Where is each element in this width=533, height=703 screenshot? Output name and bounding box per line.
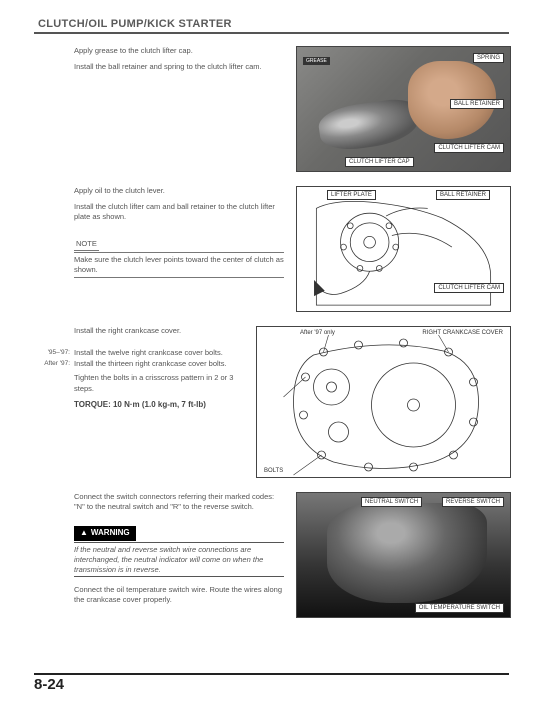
instruction-text: Install the thirteen right crankcase cov… (74, 359, 227, 369)
instruction-text: Apply oil to the clutch lever. (74, 186, 284, 196)
instruction-text: Install the clutch lifter cam and ball r… (74, 202, 284, 222)
torque-spec: TORQUE: 10 N·m (1.0 kg-m, 7 ft-lb) (74, 400, 244, 411)
figure-1: GREASE SPRING BALL RETAINER CLUTCH LIFTE… (296, 46, 509, 172)
bolts-label: BOLTS (261, 467, 286, 475)
year-label: '95–'97: (34, 348, 74, 358)
section-header: CLUTCH/OIL PUMP/KICK STARTER (34, 18, 509, 30)
figure-3-image: After '97 only RIGHT CRANKCASE COVER BOL… (256, 326, 511, 478)
engine-shape (327, 503, 487, 603)
neutral-switch-label: NEUTRAL SWITCH (361, 497, 422, 507)
instruction-text: Install the right crankcase cover. (74, 326, 244, 336)
instruction-text: Install the twelve right crankcase cover… (74, 348, 223, 358)
warning-label-text: WARNING (91, 528, 130, 537)
section-2-text: Apply oil to the clutch lever. Install t… (34, 186, 296, 312)
ball-retainer-label: BALL RETAINER (450, 99, 504, 109)
page-number: 8-24 (34, 676, 64, 693)
figure-2-image: LIFTER PLATE BALL RETAINER CLUTCH LIFTER… (296, 186, 511, 312)
section-1-text: Apply grease to the clutch lifter cap. I… (34, 46, 296, 172)
reverse-switch-label: REVERSE SWITCH (442, 497, 504, 507)
figure-2: LIFTER PLATE BALL RETAINER CLUTCH LIFTER… (296, 186, 509, 312)
figure-4: NEUTRAL SWITCH REVERSE SWITCH OIL TEMPER… (296, 492, 509, 618)
footer-rule (34, 673, 509, 675)
crankcase-diagram-svg (257, 327, 510, 477)
section-2: Apply oil to the clutch lever. Install t… (34, 186, 509, 312)
after-97-label: After '97 only (297, 329, 338, 337)
instruction-text: Connect the switch connectors referring … (74, 492, 284, 512)
year-label: After '97: (34, 359, 74, 369)
clutch-lifter-cam-label: CLUTCH LIFTER CAM (434, 283, 504, 293)
figure-3: After '97 only RIGHT CRANKCASE COVER BOL… (256, 326, 509, 478)
clutch-lifter-part-shape (316, 96, 421, 153)
warning-text: If the neutral and reverse switch wire c… (74, 542, 284, 577)
section-3: Install the right crankcase cover. '95–'… (34, 326, 509, 478)
clutch-lifter-cap-label: CLUTCH LIFTER CAP (345, 157, 414, 167)
section-1: Apply grease to the clutch lifter cap. I… (34, 46, 509, 172)
instruction-text: Apply grease to the clutch lifter cap. (74, 46, 284, 56)
note-heading: NOTE (74, 238, 99, 250)
variant-row: After '97: Install the thirteen right cr… (34, 359, 244, 369)
instruction-text: Install the ball retainer and spring to … (74, 62, 284, 72)
note-text: Make sure the clutch lever points toward… (74, 252, 284, 278)
variant-row: '95–'97: Install the twelve right crankc… (34, 348, 244, 358)
header-rule (34, 32, 509, 34)
instruction-text: Tighten the bolts in a crisscross patter… (74, 373, 244, 393)
section-3-text: Install the right crankcase cover. '95–'… (34, 326, 256, 478)
page: CLUTCH/OIL PUMP/KICK STARTER Apply greas… (0, 0, 533, 703)
right-crankcase-cover-label: RIGHT CRANKCASE COVER (419, 329, 506, 337)
page-footer: 8-24 (0, 673, 533, 693)
warning-heading: ▲WARNING (74, 526, 136, 541)
ball-retainer-label: BALL RETAINER (436, 190, 490, 200)
warning-icon: ▲ (80, 528, 88, 539)
figure-1-image: GREASE SPRING BALL RETAINER CLUTCH LIFTE… (296, 46, 511, 172)
instruction-text: Connect the oil temperature switch wire.… (74, 585, 284, 605)
figure-4-image: NEUTRAL SWITCH REVERSE SWITCH OIL TEMPER… (296, 492, 511, 618)
oil-temp-switch-label: OIL TEMPERATURE SWITCH (415, 603, 504, 613)
lifter-plate-label: LIFTER PLATE (327, 190, 376, 200)
clutch-lifter-cam-label: CLUTCH LIFTER CAM (434, 143, 504, 153)
spring-label: SPRING (473, 53, 504, 63)
section-4: Connect the switch connectors referring … (34, 492, 509, 618)
grease-label: GREASE (303, 57, 330, 65)
section-4-text: Connect the switch connectors referring … (34, 492, 296, 618)
